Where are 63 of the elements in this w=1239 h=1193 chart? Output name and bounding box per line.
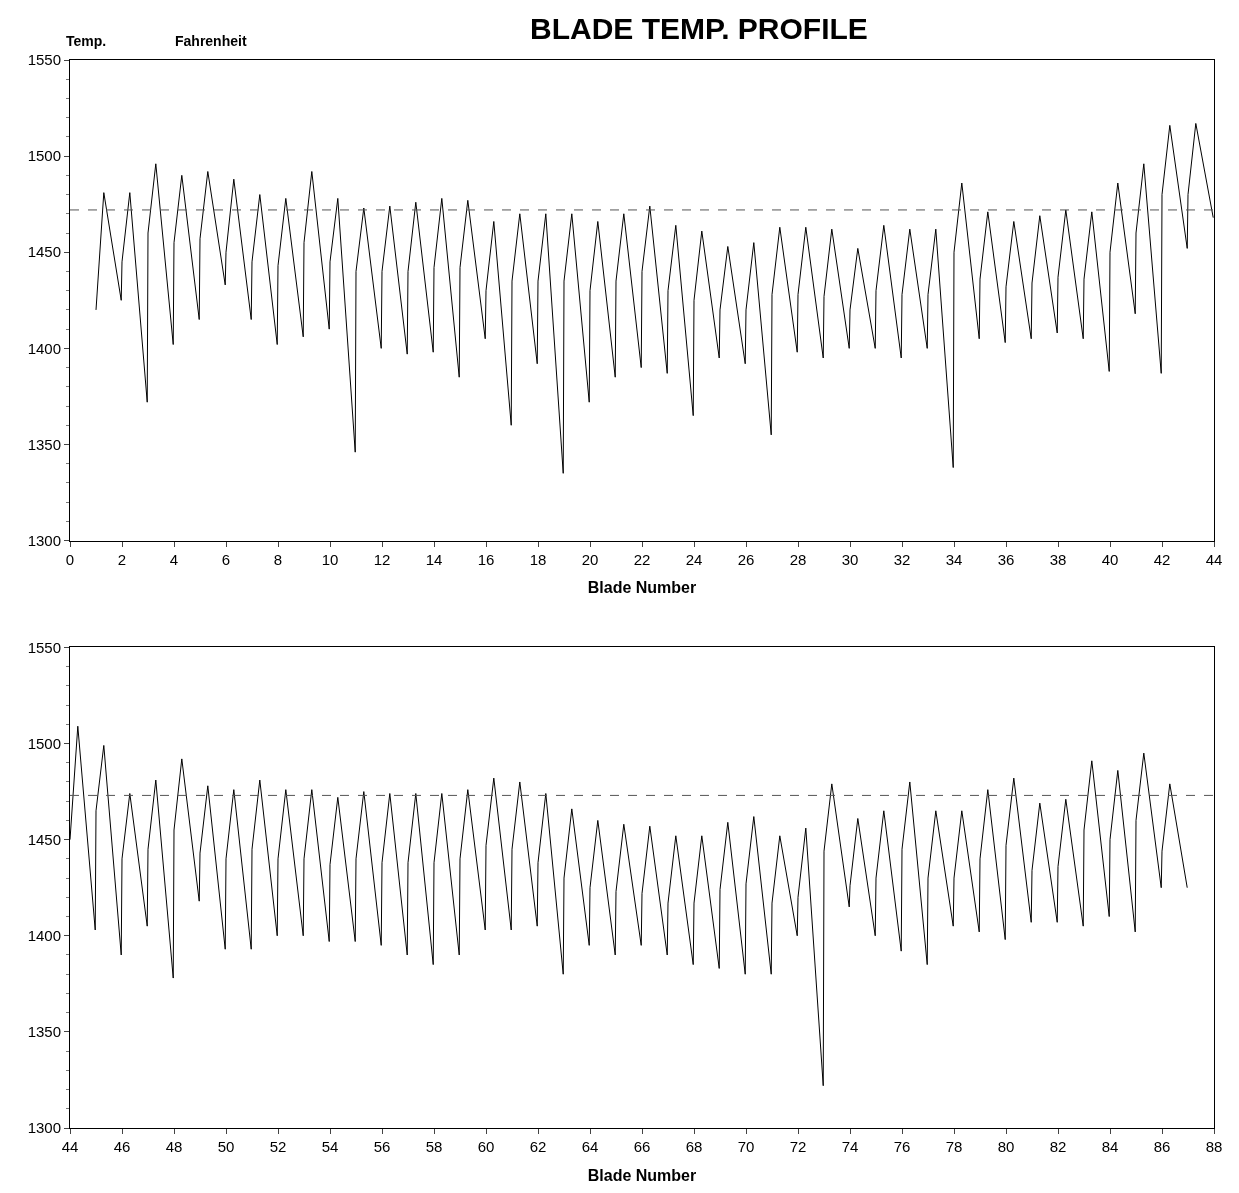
x-tick-label: 18 <box>529 550 547 568</box>
x-tick-label: 74 <box>841 1138 859 1155</box>
x-tick-label: 60 <box>477 1138 495 1155</box>
x-tick-label: 64 <box>581 1138 599 1155</box>
chart-title: BLADE TEMP. PROFILE <box>530 12 868 45</box>
y-tick-label: 1350 <box>27 435 61 453</box>
x-tick-label: 70 <box>737 1138 755 1155</box>
x-tick-label: 54 <box>321 1138 339 1155</box>
x-tick-label: 24 <box>685 550 703 568</box>
x-tick-label: 82 <box>1049 1138 1067 1155</box>
x-tick-label: 44 <box>1205 550 1223 568</box>
x-tick-label: 76 <box>893 1138 911 1155</box>
x-tick-label: 36 <box>997 550 1015 568</box>
x-tick-label: 38 <box>1049 550 1067 568</box>
x-tick-label: 72 <box>789 1138 807 1155</box>
y-tick-label: 1300 <box>27 1119 61 1137</box>
x-tick-label: 88 <box>1205 1138 1223 1155</box>
x-tick-label: 46 <box>113 1138 131 1155</box>
x-tick-label: 86 <box>1153 1138 1171 1155</box>
x-tick-label: 6 <box>221 550 231 568</box>
x-tick-label: 52 <box>269 1138 287 1155</box>
x-tick-label: 26 <box>737 550 755 568</box>
x-tick-label: 58 <box>425 1138 443 1155</box>
y-tick-label: 1350 <box>27 1023 61 1041</box>
x-tick-label: 22 <box>633 550 651 568</box>
y-tick-label: 1450 <box>27 830 61 848</box>
y-tick-label: 1500 <box>27 147 61 165</box>
x-tick-label: 78 <box>945 1138 963 1155</box>
x-tick-label: 4 <box>169 550 179 568</box>
x-tick-label: 32 <box>893 550 911 568</box>
y-axis-title: Temp. <box>66 33 107 49</box>
x-tick-label: 84 <box>1101 1138 1119 1155</box>
x-tick-label: 8 <box>273 550 283 568</box>
y-tick-label: 1500 <box>27 734 61 752</box>
text: Fahrenheit <box>175 33 247 49</box>
x-tick-label: 16 <box>477 550 495 568</box>
x-tick-label: 50 <box>217 1138 235 1155</box>
x-tick-label: 42 <box>1153 550 1171 568</box>
x-tick-label: 10 <box>321 550 339 568</box>
x-tick-label: 48 <box>165 1138 183 1155</box>
y-tick-label: 1450 <box>27 243 61 261</box>
x-tick-label: 14 <box>425 550 443 568</box>
y-tick-label: 1550 <box>27 638 61 656</box>
x-tick-label: 34 <box>945 550 963 568</box>
x-tick-label: 28 <box>789 550 807 568</box>
x-tick-label: 44 <box>61 1138 79 1155</box>
x-tick-label: 62 <box>529 1138 547 1155</box>
x-tick-label: 2 <box>117 550 127 568</box>
y-tick-label: 1400 <box>27 339 61 357</box>
x-tick-label: 30 <box>841 550 859 568</box>
x-tick-label: 56 <box>373 1138 391 1155</box>
x-tick-label: 66 <box>633 1138 651 1155</box>
x-tick-label: 40 <box>1101 550 1119 568</box>
x-tick-label: 12 <box>373 550 391 568</box>
x-tick-label: 68 <box>685 1138 703 1155</box>
y-tick-label: 1550 <box>27 51 61 69</box>
x-tick-label: 0 <box>65 550 75 568</box>
x-axis-title: Blade Number <box>587 1166 697 1184</box>
x-tick-label: 80 <box>997 1138 1015 1155</box>
x-axis-title: Blade Number <box>587 579 697 597</box>
y-tick-label: 1300 <box>27 531 61 549</box>
y-tick-label: 1400 <box>27 927 61 945</box>
x-tick-label: 20 <box>581 550 599 568</box>
